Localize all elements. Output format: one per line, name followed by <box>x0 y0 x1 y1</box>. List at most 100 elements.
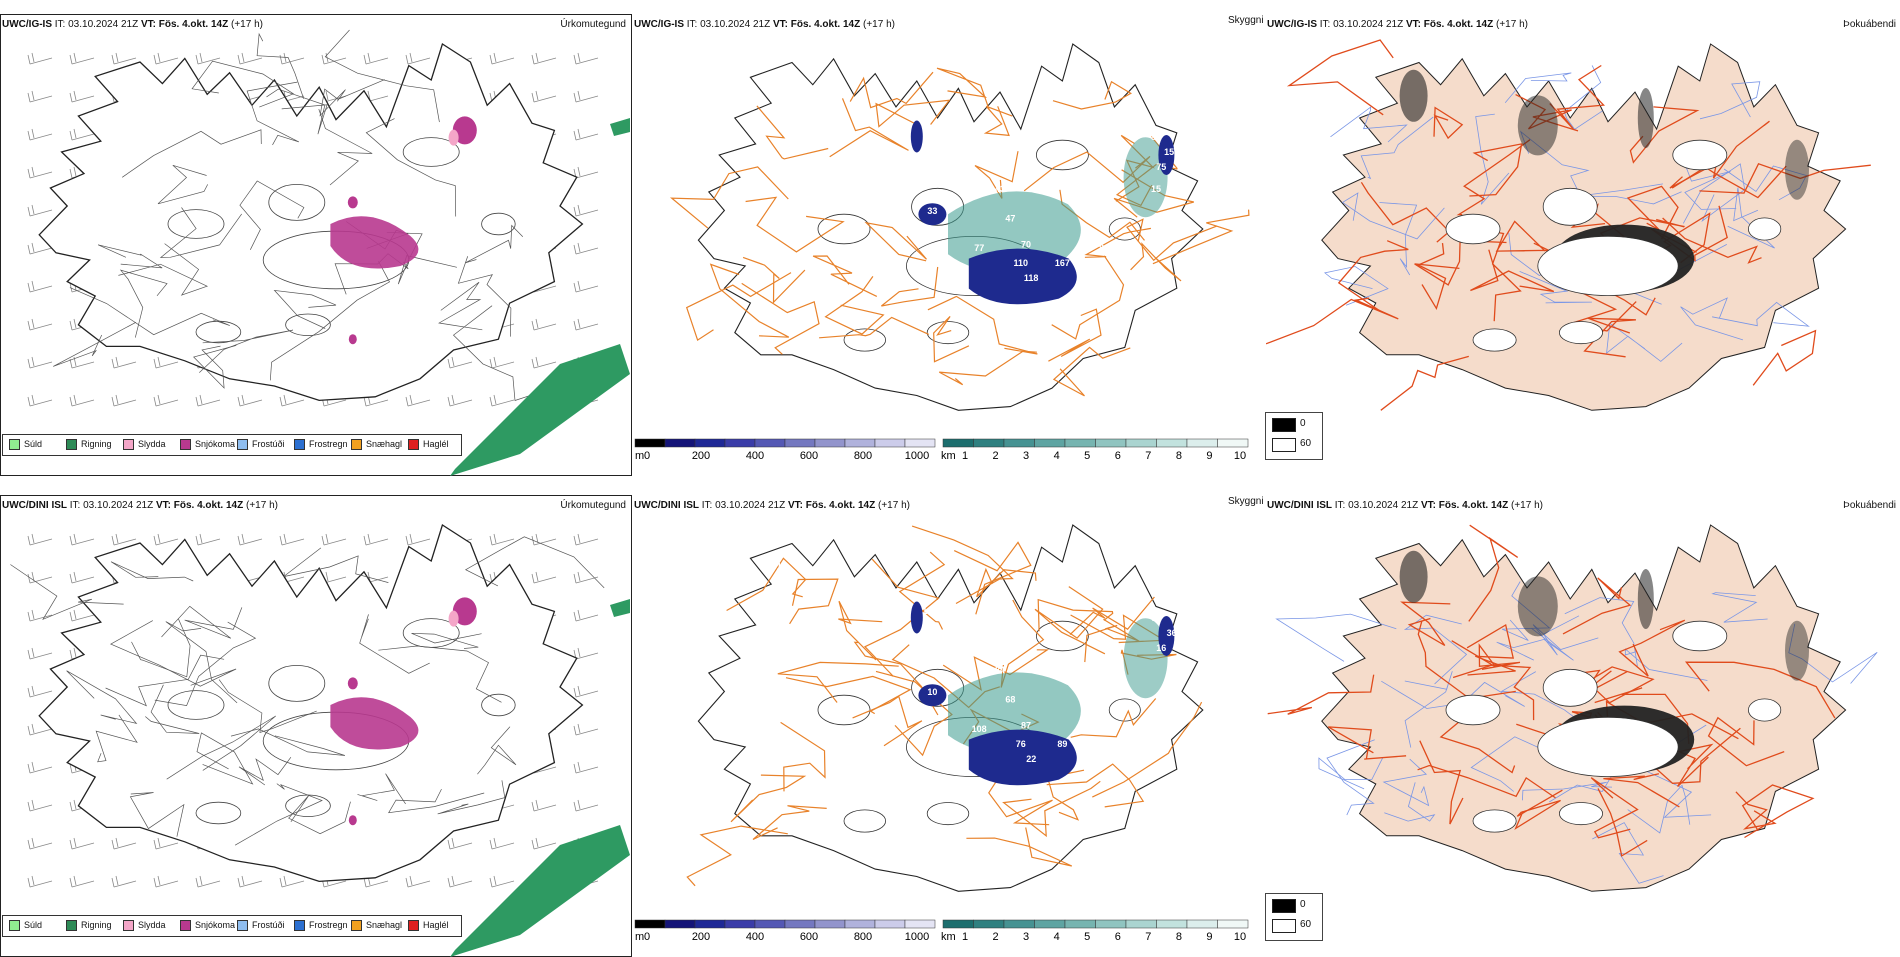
ceiling-unit: m <box>635 931 644 943</box>
legend-swatch <box>294 439 305 451</box>
wind-barb <box>27 609 53 622</box>
cloud-swatch <box>1272 438 1296 452</box>
road <box>966 827 1073 867</box>
road <box>118 243 209 296</box>
visibility-value: 36 <box>943 147 953 157</box>
road <box>1504 72 1572 104</box>
road <box>319 79 385 117</box>
vis-colorbar-segment <box>1095 438 1127 448</box>
legend-label: Haglél <box>423 920 449 930</box>
it-time: 03.10.2024 21Z <box>1333 19 1404 30</box>
vt-time: Fös. 4.okt. 14Z <box>790 19 861 30</box>
wind-barb <box>573 723 599 736</box>
wind-barb <box>573 685 599 698</box>
glacier-outline <box>268 183 326 221</box>
colorbars: m 0 200 400 600 800 1000 km 1 2 3 4 5 6 7 8 9 10 <box>634 919 1249 943</box>
road <box>1707 716 1785 767</box>
wind-barb <box>153 837 179 850</box>
road <box>269 261 390 381</box>
visibility-value: 70 <box>1021 240 1031 250</box>
wind-barb <box>27 280 53 293</box>
road <box>812 255 878 297</box>
wind-barb <box>111 52 137 65</box>
vis-tick: 5 <box>1084 450 1090 462</box>
vis-tick: 2 <box>992 931 998 943</box>
wind-barb <box>69 394 95 407</box>
road <box>1483 229 1522 322</box>
snow-area <box>330 697 419 750</box>
road <box>1577 183 1682 205</box>
ceiling-tick: 200 <box>692 931 710 943</box>
road <box>1084 227 1152 258</box>
snow-area <box>347 196 358 209</box>
road <box>864 221 927 262</box>
it-label: IT: <box>54 19 66 30</box>
road <box>230 728 346 756</box>
model-name: UWC/IG-IS <box>2 19 52 30</box>
visibility-value: 108 <box>972 724 987 734</box>
road <box>1286 39 1394 116</box>
ceiling-colorbar-segment <box>784 919 816 929</box>
vis-colorbar-segment <box>1034 438 1066 448</box>
ceiling-tick: 0 <box>644 450 650 462</box>
vis-unit: km <box>941 450 956 462</box>
low-ceiling-area <box>918 203 947 226</box>
ceiling-colorbar-segment <box>694 919 726 929</box>
road <box>1549 64 1606 130</box>
road <box>1152 209 1250 265</box>
legend-item: Rigning <box>66 439 112 451</box>
model-name: UWC/DINI ISL <box>634 500 699 511</box>
precip-type-map <box>10 523 630 957</box>
visibility-value: 20 <box>1177 162 1187 172</box>
ceiling-colorbar-segment <box>724 438 756 448</box>
road <box>1381 680 1525 709</box>
snow-area <box>348 815 357 826</box>
low-ceiling-area <box>968 248 1077 305</box>
legend-item: Haglél <box>408 920 449 932</box>
road <box>1451 640 1521 670</box>
road <box>457 256 512 337</box>
fog-area <box>1637 88 1654 148</box>
vt-label: VT: <box>1420 500 1436 511</box>
wind-barb <box>27 394 53 407</box>
wind-barb <box>531 318 557 331</box>
legend-item: Snæhagl <box>351 920 402 932</box>
wind-barb <box>279 875 305 888</box>
ceiling-tick: 600 <box>800 450 818 462</box>
ceiling-unit: m <box>635 450 644 462</box>
road <box>1266 297 1399 345</box>
vt-time: Fös. 4.okt. 14Z <box>158 19 229 30</box>
legend-item: Frostregn <box>294 920 348 932</box>
wind-barb <box>69 875 95 888</box>
road <box>1337 240 1409 312</box>
ceiling-colorbar-segment <box>784 438 816 448</box>
road <box>1417 764 1556 799</box>
road <box>777 661 899 703</box>
model-name: UWC/DINI ISL <box>2 500 67 511</box>
panel-title: UWC/IG-IS IT: 03.10.2024 21Z VT: Fös. 4.… <box>634 19 895 30</box>
fog-map <box>1266 39 1871 411</box>
wind-barb <box>27 52 53 65</box>
wind-barb <box>573 242 599 255</box>
legend-label: Frostúði <box>252 920 285 930</box>
road <box>988 777 1053 826</box>
visibility-value: 118 <box>1024 273 1039 283</box>
wind-barb <box>111 533 137 546</box>
visibility-value: 36 <box>1167 628 1177 638</box>
glacier-outline <box>481 212 516 236</box>
visibility-value: 85 <box>943 628 953 638</box>
road <box>1627 784 1691 834</box>
wind-barb <box>321 533 347 546</box>
road <box>161 605 243 639</box>
cloud-legend-bottom: 0 60 <box>1265 893 1323 941</box>
wind-barb <box>237 533 263 546</box>
visibility-panel: UWC/IG-IS IT: 03.10.2024 21Z VT: Fös. 4.… <box>633 14 1267 476</box>
road <box>145 684 200 734</box>
ceiling-colorbar-segment <box>634 919 666 929</box>
vt-label: VT: <box>787 500 803 511</box>
panel-title: UWC/DINI ISL IT: 03.10.2024 21Z VT: Fös.… <box>634 500 910 511</box>
glacier <box>1558 802 1603 826</box>
road <box>983 105 1013 137</box>
road <box>66 670 138 724</box>
road <box>95 714 138 763</box>
